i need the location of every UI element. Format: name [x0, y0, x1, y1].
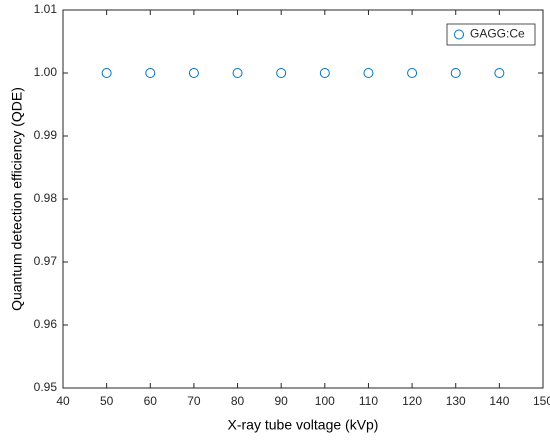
- x-tick-label: 130: [446, 394, 466, 408]
- data-point: [407, 68, 418, 78]
- plot-frame: [62, 9, 544, 389]
- x-tick-label: 70: [187, 394, 201, 408]
- data-point: [319, 68, 330, 78]
- x-tick-label: 110: [359, 394, 378, 408]
- x-tick-label: 150: [533, 394, 550, 408]
- y-tick-label: 0.96: [34, 317, 58, 331]
- y-tick-label: 1.01: [34, 2, 58, 16]
- legend-label: GAGG:Ce: [470, 27, 525, 41]
- y-tick-label: 0.99: [34, 128, 58, 142]
- x-tick-label: 100: [315, 394, 335, 408]
- x-tick-label: 140: [489, 394, 509, 408]
- data-point: [276, 68, 287, 78]
- legend-box: [446, 23, 536, 46]
- x-tick-label: 60: [144, 394, 158, 408]
- data-point: [232, 68, 243, 78]
- y-tick-label: 0.95: [34, 380, 58, 394]
- data-point: [450, 68, 461, 78]
- data-point: [363, 68, 374, 78]
- x-tick-label: 90: [275, 394, 289, 408]
- x-axis-label: X-ray tube voltage (kVp): [228, 417, 379, 433]
- y-axis-label: Quantum detection efficiency (QDE): [9, 87, 25, 311]
- data-point: [188, 68, 199, 78]
- data-point: [145, 68, 156, 78]
- data-point: [494, 68, 505, 78]
- x-tick-label: 80: [231, 394, 245, 408]
- x-tick-label: 120: [402, 394, 422, 408]
- y-tick-label: 0.97: [34, 254, 58, 268]
- data-point: [101, 68, 112, 78]
- x-tick-label: 40: [56, 394, 70, 408]
- x-tick-label: 50: [100, 394, 114, 408]
- legend-marker: [454, 29, 464, 40]
- y-tick-label: 1.00: [34, 65, 58, 79]
- y-tick-label: 0.98: [34, 191, 58, 205]
